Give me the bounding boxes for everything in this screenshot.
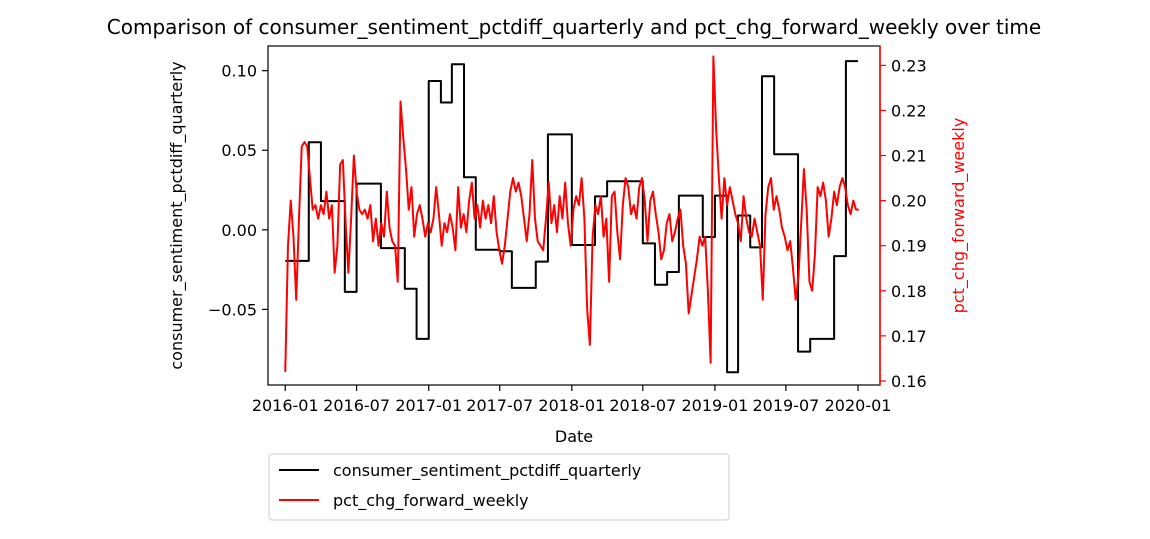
y-left-tick-label: −0.05 <box>208 300 257 319</box>
x-axis-label: Date <box>555 427 593 446</box>
plot-area <box>284 55 859 374</box>
y-axis-right: 0.16 0.17 0.18 0.19 0.20 0.21 0.22 0.23 <box>879 46 927 391</box>
y-left-tick-label: 0.10 <box>221 62 257 81</box>
x-tick-label: 2019-01 <box>682 396 749 415</box>
y-axis-left-label: consumer_sentiment_pctdiff_quarterly <box>167 61 187 369</box>
y-right-tick-label: 0.17 <box>891 327 927 346</box>
x-tick-label: 2017-07 <box>466 396 533 415</box>
legend-box <box>268 453 730 521</box>
x-tick-label: 2019-07 <box>752 396 819 415</box>
series-line-pct-chg-forward <box>284 55 859 372</box>
y-right-tick-label: 0.20 <box>891 192 927 211</box>
legend-label-sentiment: consumer_sentiment_pctdiff_quarterly <box>333 461 641 481</box>
y-axis-left: −0.05 0.00 0.05 0.10 <box>208 62 268 319</box>
x-axis: 2016-01 2016-07 2017-01 2017-07 2018-01 2018-… <box>252 385 892 415</box>
y-right-tick-label: 0.16 <box>891 372 927 391</box>
x-tick-label: 2020-01 <box>825 396 892 415</box>
x-tick-label: 2017-01 <box>395 396 462 415</box>
y-right-tick-label: 0.19 <box>891 237 927 256</box>
chart-title: Comparison of consumer_sentiment_pctdiff… <box>107 15 1041 39</box>
y-right-tick-label: 0.23 <box>891 56 927 75</box>
x-tick-label: 2016-07 <box>323 396 390 415</box>
y-right-tick-label: 0.22 <box>891 101 927 120</box>
y-right-tick-label: 0.18 <box>891 282 927 301</box>
y-left-tick-label: 0.05 <box>221 141 257 160</box>
legend-label-pct-chg: pct_chg_forward_weekly <box>333 491 529 511</box>
legend: consumer_sentiment_pctdiff_quarterly pct… <box>268 453 730 521</box>
series-line-consumer-sentiment <box>285 60 859 374</box>
x-tick-label: 2018-07 <box>609 396 676 415</box>
x-tick-label: 2016-01 <box>252 396 319 415</box>
x-tick-label: 2018-01 <box>538 396 605 415</box>
y-axis-right-label: pct_chg_forward_weekly <box>949 118 969 314</box>
y-right-tick-label: 0.21 <box>891 147 927 166</box>
y-left-tick-label: 0.00 <box>221 221 257 240</box>
